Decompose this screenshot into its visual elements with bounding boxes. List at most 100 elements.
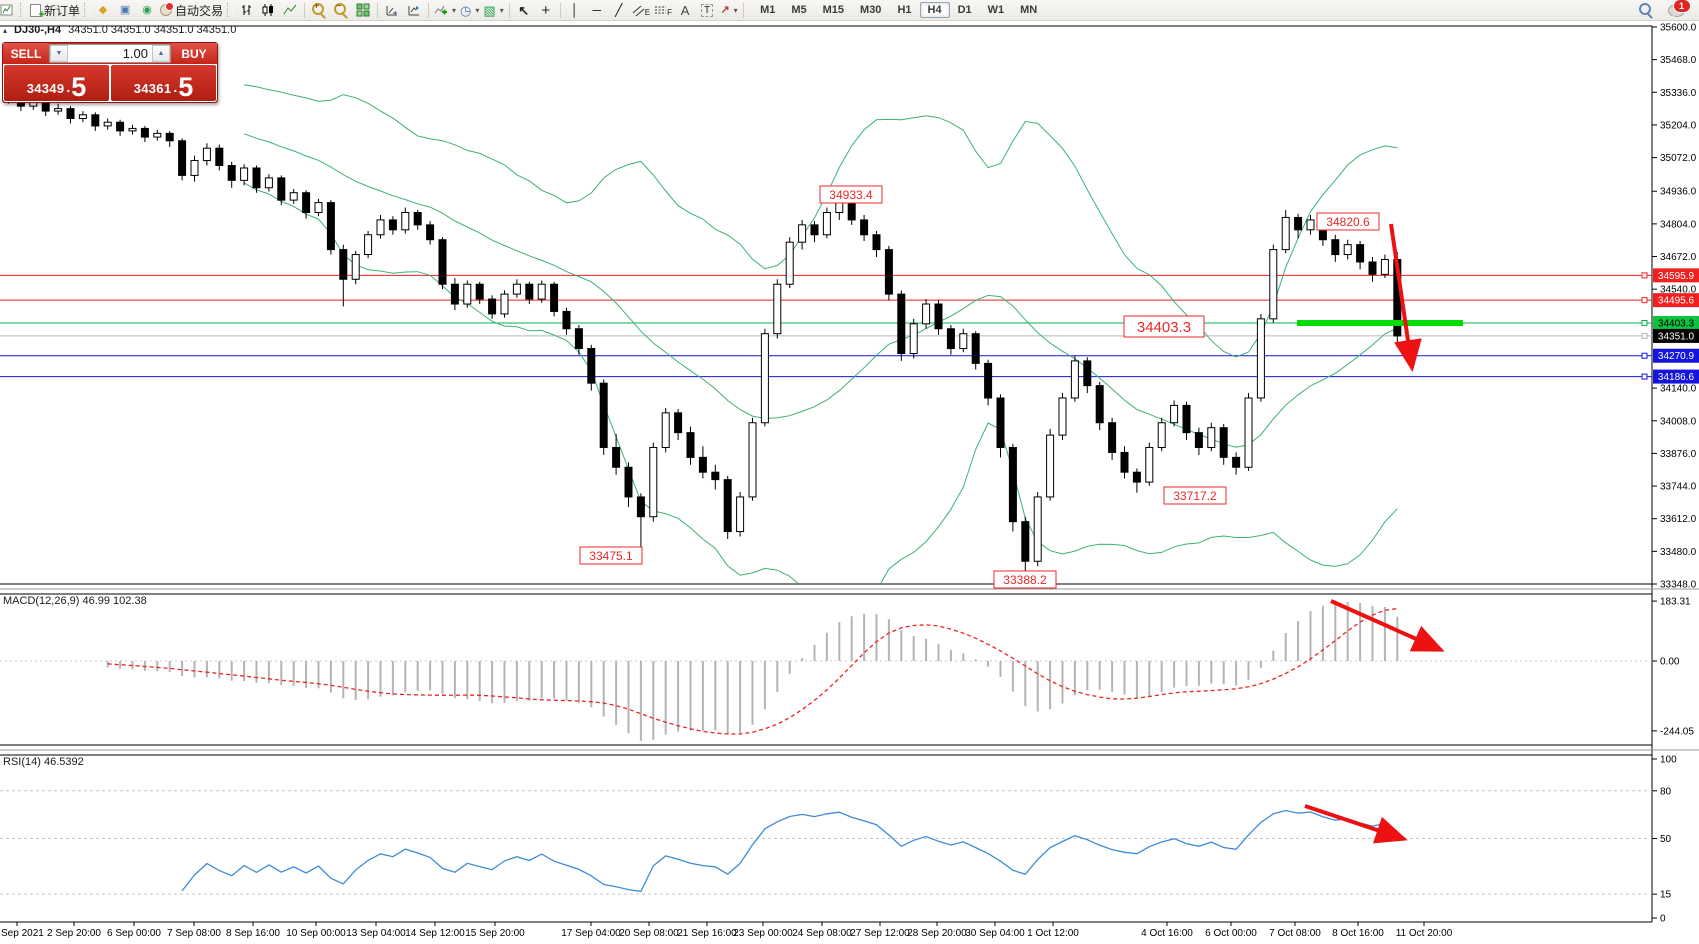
add-indicator-button[interactable]: ▾ (432, 1, 458, 19)
timeframe-d1-button[interactable]: D1 (957, 4, 972, 16)
text-label-tool-button[interactable]: T (696, 1, 718, 19)
level-handle (1641, 297, 1648, 304)
timeframe-m5-button[interactable]: M5 (791, 4, 807, 16)
crosshair-tool-button[interactable]: + (535, 1, 557, 19)
toolbar-grip[interactable] (20, 3, 26, 17)
new-order-button[interactable]: + 新订单 (28, 1, 82, 20)
level-handle (1641, 319, 1648, 326)
chart-ohlc-quotes: 34351.0 34351.0 34351.0 34351.0 (68, 24, 237, 36)
candle-body (215, 147, 224, 167)
signals-button[interactable]: ◉ (136, 1, 158, 19)
cursor-tool-button[interactable]: ↖ (513, 1, 535, 19)
candle-body (897, 293, 906, 354)
candle-body (1232, 456, 1241, 468)
horizontal-line-tool-button[interactable]: ─ (586, 1, 608, 19)
annotation-label: 33388.2 (1003, 573, 1047, 587)
zoom-out-icon: − (333, 2, 346, 15)
candle-body (1033, 496, 1042, 562)
bar-chart-button[interactable] (235, 1, 257, 19)
price-axis[interactable]: 35600.0 35468.0 35336.0 35204.0 35072.0 34936… (1652, 23, 1697, 591)
market-watch-button[interactable]: ◆ (92, 1, 114, 19)
timeframe-m30-button[interactable]: M30 (860, 4, 882, 16)
search-button[interactable] (1635, 1, 1657, 19)
trade-prices-row: 34349 . 5 34361 . 5 (3, 64, 217, 102)
rsi-indicator-label: RSI(14) 46.5392 (3, 756, 84, 768)
trendline-tool-button[interactable]: ╱ (608, 1, 630, 19)
candle-body (946, 328, 955, 350)
dropdown-caret-icon: ▾ (499, 5, 504, 15)
candle-body (798, 224, 807, 243)
candle-body (488, 298, 497, 315)
zoom-out-button[interactable]: − (330, 1, 352, 19)
zoom-in-button[interactable]: + (308, 1, 330, 19)
chart-shift-button[interactable] (403, 1, 425, 19)
fibonacci-tool-button[interactable]: F (652, 1, 674, 19)
timeframe-m15-button[interactable]: M15 (822, 4, 845, 16)
data-window-icon: ▣ (119, 3, 131, 16)
candle-body (760, 333, 769, 424)
buy-price[interactable]: 34361 . 5 (111, 65, 216, 101)
new-chart-button[interactable] (0, 1, 18, 19)
auto-trading-button[interactable]: 自动交易 (158, 1, 225, 19)
toolbar-grip[interactable] (84, 3, 91, 17)
candle-body (1182, 404, 1191, 434)
rsi-tick-label: 15 (1660, 890, 1672, 901)
rsi-tick-label: 100 (1660, 755, 1677, 766)
candle-body (41, 101, 50, 112)
data-window-button[interactable]: ▣ (114, 1, 136, 19)
notifications-button[interactable]: 1 (1665, 0, 1691, 19)
tile-windows-button[interactable] (352, 1, 374, 19)
timeframe-mn-button[interactable]: MN (1020, 4, 1038, 16)
candle-body (78, 114, 87, 120)
candle-body (153, 132, 162, 138)
price-tick-label: 33876.0 (1660, 449, 1697, 460)
candle-body (1170, 404, 1179, 424)
vertical-line-tool-button[interactable]: │ (564, 1, 586, 19)
auto-scroll-button[interactable] (381, 1, 403, 19)
candle-body (810, 224, 819, 236)
candle-body (537, 283, 546, 300)
collapse-icon[interactable]: ▴ (3, 25, 8, 35)
candle-body (388, 219, 397, 231)
buy-button[interactable]: BUY (171, 43, 217, 64)
timeframe-w1-button[interactable]: W1 (987, 4, 1005, 16)
candle-body (1157, 422, 1166, 448)
candle-body (103, 121, 112, 127)
time-axis[interactable]: Sep 2021 2 Sep 20:00 6 Sep 00:00 7 Sep 08:0… (1, 922, 1453, 939)
candle-body (698, 456, 707, 473)
candle-body (587, 348, 596, 384)
text-tool-button[interactable]: A (674, 1, 696, 19)
toolbar-separator (304, 2, 306, 18)
candlestick-chart-button[interactable] (257, 1, 279, 19)
candle-body (674, 412, 683, 434)
clock-icon: ◷ (460, 2, 472, 18)
candle-body (426, 224, 435, 241)
cursor-icon: ↖ (518, 2, 530, 18)
auto-trading-icon (160, 2, 175, 16)
time-tick-label: 11 Oct 20:00 (1396, 928, 1453, 939)
timeframe-m1-button[interactable]: M1 (760, 4, 776, 16)
toolbar-grip[interactable] (227, 3, 234, 17)
main-toolbar: + 新订单 ◆ ▣ ◉ 自动交易 + − (0, 0, 1699, 21)
timeframe-h1-button[interactable]: H1 (897, 4, 912, 16)
volume-increase-button[interactable]: ▲ (152, 45, 170, 62)
price-tick-label: 35336.0 (1660, 88, 1697, 99)
macd-signal-line (107, 607, 1398, 735)
price-annotations[interactable]: 34933.4 34820.6 34403.3 33717.2 33475.1 33388… (579, 185, 1380, 589)
price-level-lines[interactable]: 34595.9 34495.6 34403.3 34351.0 34270.9 34186… (0, 268, 1699, 384)
volume-input[interactable] (68, 45, 152, 62)
chart-period-button[interactable]: ◷ ▾ (458, 1, 481, 19)
sell-price[interactable]: 34349 . 5 (4, 65, 109, 101)
trend-arrows[interactable] (1304, 223, 1445, 844)
timeframe-h4-button[interactable]: H4 (919, 2, 950, 18)
candle-body (1343, 244, 1352, 256)
candle-body (264, 177, 273, 189)
volume-decrease-button[interactable]: ▼ (50, 45, 68, 62)
trend-arrow (1330, 599, 1445, 652)
channel-tool-button[interactable]: E (630, 1, 652, 19)
sell-button[interactable]: SELL (3, 43, 49, 64)
chart-template-button[interactable]: ▧ ▾ (481, 1, 505, 19)
arrows-tool-button[interactable]: ↗ ▾ (718, 1, 740, 19)
line-chart-button[interactable] (279, 1, 301, 19)
